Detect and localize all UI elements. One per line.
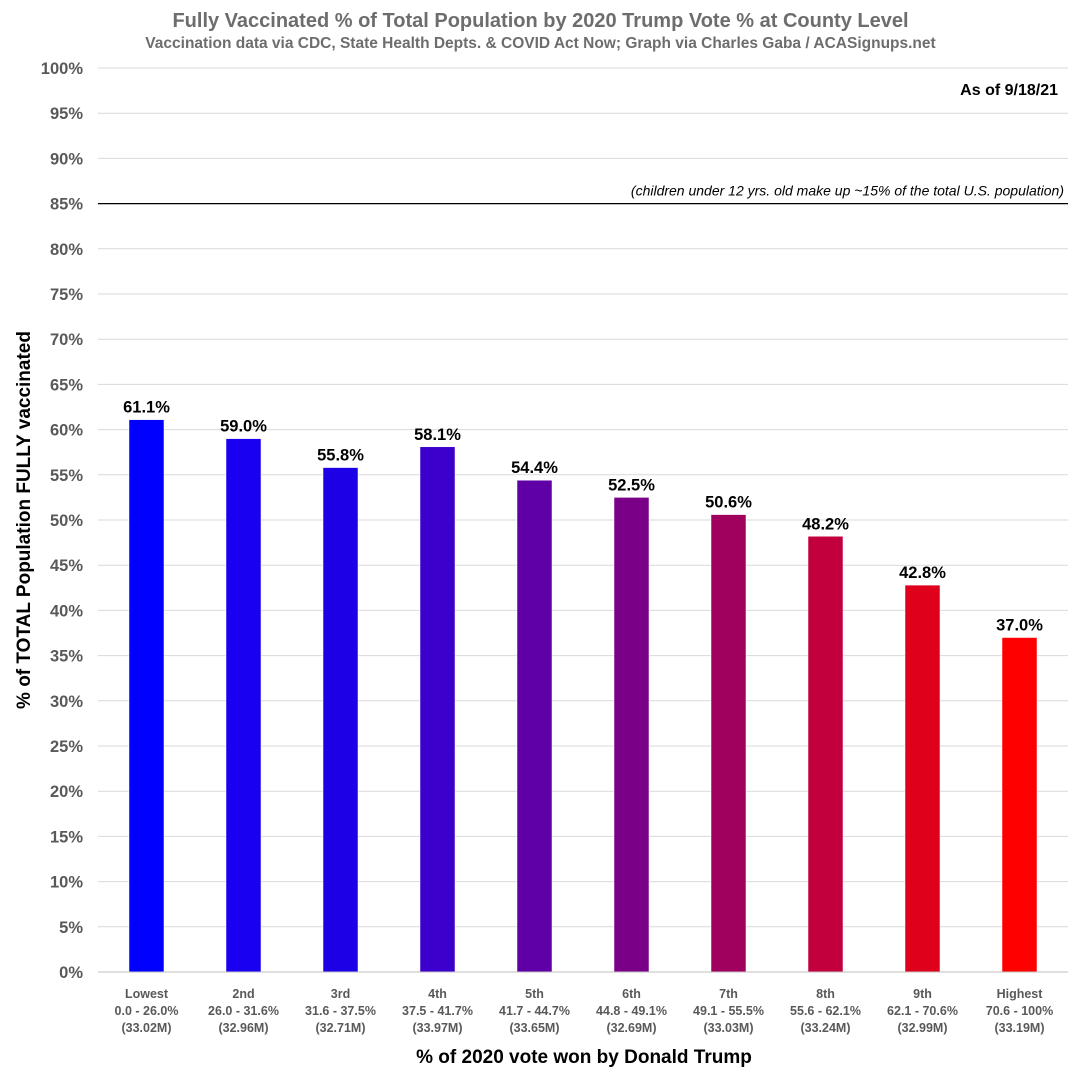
y-tick-label: 50%	[50, 512, 83, 530]
data-label: 59.0%	[220, 418, 267, 436]
data-label: 54.4%	[511, 459, 558, 477]
bar	[807, 536, 844, 973]
x-tick-range: 31.6 - 37.5%	[305, 1004, 376, 1018]
y-tick-label: 25%	[50, 738, 83, 756]
x-tick-range: 37.5 - 41.7%	[402, 1004, 473, 1018]
x-tick-label: 4th	[428, 987, 447, 1001]
x-tick-population: (33.03M)	[703, 1021, 753, 1035]
data-label: 55.8%	[317, 447, 364, 465]
as-of-note: As of 9/18/21	[960, 82, 1058, 99]
x-tick-label: 6th	[622, 987, 641, 1001]
chart-subtitle: Vaccination data via CDC, State Health D…	[145, 35, 936, 52]
y-tick-label: 10%	[50, 874, 83, 892]
y-tick-label: 55%	[50, 467, 83, 485]
y-tick-label: 40%	[50, 602, 83, 620]
bar	[128, 419, 165, 973]
chart-title: Fully Vaccinated % of Total Population b…	[172, 10, 909, 32]
x-tick-population: (32.99M)	[897, 1021, 947, 1035]
x-tick-range: 0.0 - 26.0%	[115, 1004, 179, 1018]
y-tick-label: 35%	[50, 648, 83, 666]
y-tick-label: 45%	[50, 557, 83, 575]
x-tick-population: (32.96M)	[218, 1021, 268, 1035]
x-tick-range: 41.7 - 44.7%	[499, 1004, 570, 1018]
x-tick-label: 9th	[913, 987, 932, 1001]
x-tick-range: 62.1 - 70.6%	[887, 1004, 958, 1018]
data-label: 37.0%	[996, 617, 1043, 635]
x-tick-range: 55.6 - 62.1%	[790, 1004, 861, 1018]
x-tick-population: (33.24M)	[800, 1021, 850, 1035]
bar	[516, 479, 553, 973]
x-tick-label: Lowest	[125, 987, 169, 1001]
bar	[904, 584, 941, 973]
y-tick-label: 85%	[50, 196, 83, 214]
y-tick-label: 80%	[50, 241, 83, 259]
x-tick-population: (33.19M)	[994, 1021, 1044, 1035]
x-tick-range: 44.8 - 49.1%	[596, 1004, 667, 1018]
bar	[322, 467, 359, 973]
x-tick-range: 70.6 - 100%	[986, 1004, 1053, 1018]
y-tick-label: 20%	[50, 783, 83, 801]
data-label: 61.1%	[123, 399, 170, 417]
x-axis-title: % of 2020 vote won by Donald Trump	[416, 1047, 752, 1068]
bar	[613, 497, 650, 973]
data-label: 52.5%	[608, 476, 655, 494]
x-tick-label: 8th	[816, 987, 835, 1001]
bar	[1001, 637, 1038, 973]
y-tick-label: 95%	[50, 105, 83, 123]
bar	[710, 514, 747, 973]
y-tick-label: 100%	[41, 60, 84, 78]
y-tick-label: 0%	[59, 964, 83, 982]
y-tick-label: 60%	[50, 422, 83, 440]
y-tick-label: 5%	[59, 919, 83, 937]
bar	[419, 446, 456, 973]
y-tick-label: 75%	[50, 286, 83, 304]
x-tick-label: Highest	[997, 987, 1044, 1001]
bar	[225, 438, 262, 973]
x-tick-population: (33.97M)	[412, 1021, 462, 1035]
y-tick-label: 65%	[50, 376, 83, 394]
reference-line-label: (children under 12 yrs. old make up ~15%…	[631, 183, 1064, 199]
x-tick-label: 7th	[719, 987, 738, 1001]
x-tick-range: 26.0 - 31.6%	[208, 1004, 279, 1018]
x-tick-label: 5th	[525, 987, 544, 1001]
y-tick-label: 15%	[50, 828, 83, 846]
y-tick-label: 70%	[50, 331, 83, 349]
x-tick-label: 2nd	[232, 987, 254, 1001]
data-label: 58.1%	[414, 426, 461, 444]
data-label: 50.6%	[705, 494, 752, 512]
y-axis-title: % of TOTAL Population FULLY vaccinated	[14, 331, 35, 709]
data-label: 42.8%	[899, 564, 946, 582]
y-tick-label: 90%	[50, 150, 83, 168]
x-tick-population: (32.71M)	[315, 1021, 365, 1035]
x-tick-label: 3rd	[331, 987, 350, 1001]
x-tick-population: (33.65M)	[509, 1021, 559, 1035]
data-label: 48.2%	[802, 515, 849, 533]
x-tick-range: 49.1 - 55.5%	[693, 1004, 764, 1018]
x-tick-population: (33.02M)	[121, 1021, 171, 1035]
y-tick-label: 30%	[50, 693, 83, 711]
x-tick-population: (32.69M)	[606, 1021, 656, 1035]
